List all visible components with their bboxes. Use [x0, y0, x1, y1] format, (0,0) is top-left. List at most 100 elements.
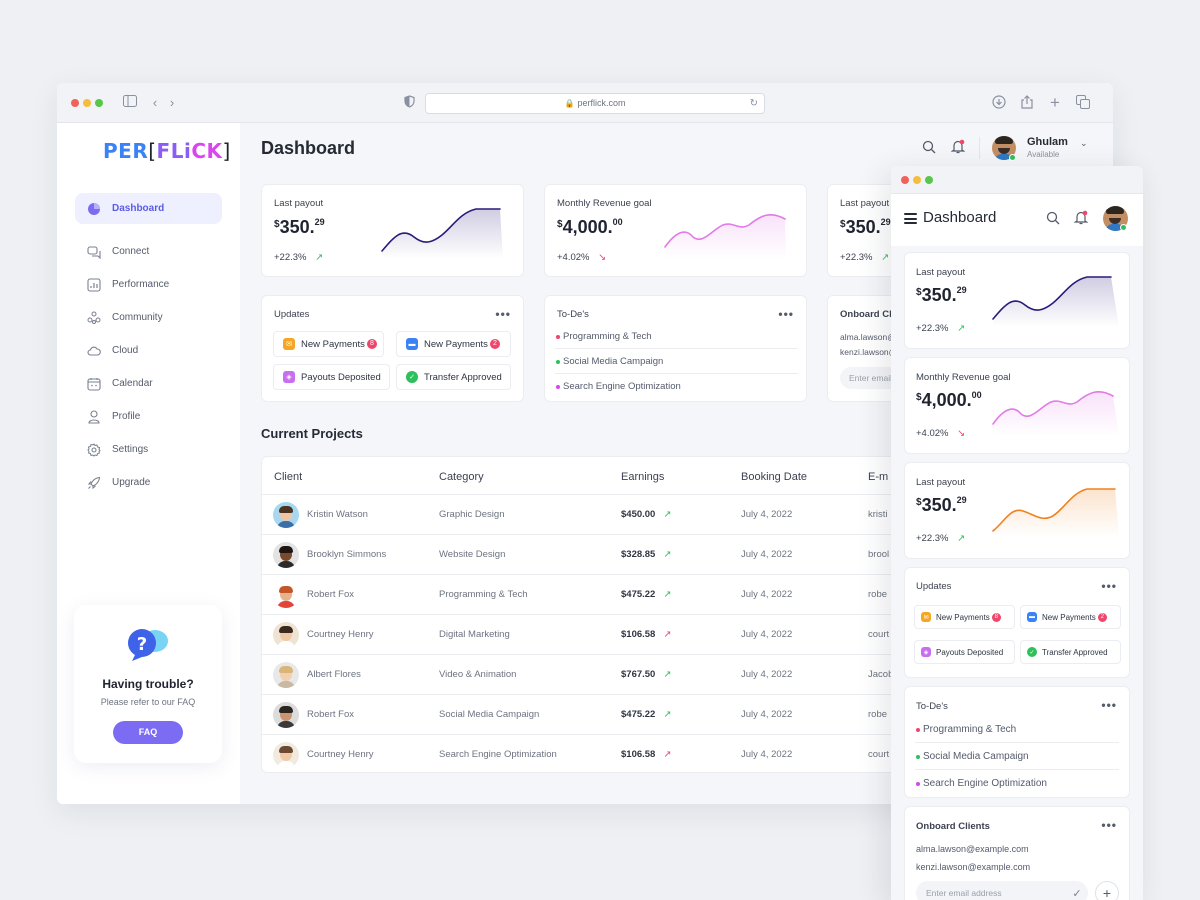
- hamburger-menu-icon[interactable]: [904, 213, 917, 224]
- minimize-window-button[interactable]: [83, 99, 91, 107]
- maximize-window-button[interactable]: [925, 176, 933, 184]
- more-options-icon[interactable]: •••: [778, 307, 794, 321]
- todo-item[interactable]: Social Media Campaign: [915, 744, 1119, 770]
- todo-item[interactable]: Programming & Tech: [915, 717, 1119, 743]
- tabs-overview-icon[interactable]: [1075, 95, 1091, 111]
- column-header-client[interactable]: Client: [274, 471, 303, 483]
- more-options-icon[interactable]: •••: [1101, 698, 1117, 712]
- new-payments-chip[interactable]: ✉ New Payments 8: [914, 605, 1015, 629]
- close-window-button[interactable]: [901, 176, 909, 184]
- client-avatar: [273, 702, 299, 728]
- new-payments-chip[interactable]: ✉ New Payments 8: [273, 331, 384, 357]
- kpi-label: Monthly Revenue goal: [916, 372, 1011, 383]
- category: Social Media Campaign: [439, 709, 540, 720]
- payouts-deposited-chip[interactable]: ◈ Payouts Deposited: [273, 364, 390, 390]
- sidebar-item-profile[interactable]: Profile: [75, 401, 222, 432]
- sidebar-toggle-icon[interactable]: [122, 95, 138, 111]
- transfer-approved-chip[interactable]: ✓ Transfer Approved: [1020, 640, 1121, 664]
- sidebar-item-cloud[interactable]: Cloud: [75, 335, 222, 366]
- sidebar-item-community[interactable]: Community: [75, 302, 222, 333]
- back-icon[interactable]: ‹: [152, 95, 158, 110]
- bell-icon[interactable]: [950, 139, 966, 159]
- table-row[interactable]: Robert Fox Programming & Tech $475.22 ↗ July…: [262, 574, 920, 614]
- confirm-check-icon[interactable]: ✓: [1072, 887, 1082, 900]
- reload-icon[interactable]: ↻: [749, 98, 758, 109]
- todo-item[interactable]: Social Media Campaign: [555, 349, 798, 374]
- table-row[interactable]: Albert Flores Video & Animation $767.50 ↗ Ju…: [262, 654, 920, 694]
- share-icon[interactable]: [1019, 95, 1035, 111]
- new-payments-chip-2[interactable]: ▬ New Payments 2: [1020, 605, 1121, 629]
- client-name: Albert Flores: [307, 669, 361, 680]
- earnings: $106.58 ↗: [621, 749, 672, 760]
- column-header-category[interactable]: Category: [439, 471, 484, 483]
- more-options-icon[interactable]: •••: [495, 307, 511, 321]
- notification-badge: 8: [991, 612, 1001, 622]
- minimize-window-button[interactable]: [913, 176, 921, 184]
- perflick-logo[interactable]: PER[FLiCK]: [103, 139, 231, 163]
- check-badge-icon: ✓: [1027, 647, 1037, 657]
- add-client-button[interactable]: +: [1095, 881, 1119, 900]
- sidebar-item-settings[interactable]: Settings: [75, 434, 222, 465]
- kpi-label: Monthly Revenue goal: [557, 198, 652, 209]
- mobile-header: Dashboard: [891, 194, 1143, 246]
- column-header-earnings[interactable]: Earnings: [621, 471, 665, 483]
- sidebar-item-label: Settings: [112, 444, 149, 455]
- help-title: Having trouble?: [102, 677, 194, 691]
- table-row[interactable]: Kristin Watson Graphic Design $450.00 ↗ July…: [262, 494, 920, 534]
- user-menu[interactable]: Ghulam Available ⌄: [992, 134, 1112, 164]
- maximize-window-button[interactable]: [95, 99, 103, 107]
- todo-item[interactable]: Search Engine Optimization: [555, 374, 798, 399]
- sidebar-item-dashboard[interactable]: Dashboard: [75, 193, 222, 224]
- search-icon[interactable]: [1046, 211, 1060, 230]
- sidebar-item-upgrade[interactable]: Upgrade: [75, 467, 222, 498]
- sidebar-item-connect[interactable]: Connect: [75, 236, 222, 267]
- forward-icon[interactable]: ›: [169, 95, 175, 110]
- shield-icon[interactable]: [401, 95, 417, 111]
- new-tab-icon[interactable]: +: [1050, 93, 1060, 112]
- transfer-approved-chip[interactable]: ✓ Transfer Approved: [396, 364, 511, 390]
- category: Programming & Tech: [439, 589, 528, 600]
- faq-button[interactable]: FAQ: [113, 721, 183, 744]
- column-header-email[interactable]: E-m: [868, 471, 889, 483]
- payouts-deposited-chip[interactable]: ◈ Payouts Deposited: [914, 640, 1015, 664]
- sidebar-item-performance[interactable]: Performance: [75, 269, 222, 300]
- mail-icon: ✉: [283, 338, 295, 350]
- search-icon[interactable]: [922, 140, 936, 159]
- more-options-icon[interactable]: •••: [1101, 579, 1117, 593]
- address-bar[interactable]: 🔒 perflick.com ↻: [425, 93, 765, 114]
- kpi-label: Last payout: [916, 477, 966, 488]
- table-row[interactable]: Courtney Henry Digital Marketing $106.58 ↗ J…: [262, 614, 920, 654]
- kpi-sparkline: [381, 208, 503, 259]
- kpi-sparkline: [992, 488, 1119, 537]
- kpi-change: +4.02% ↘: [557, 252, 607, 263]
- more-options-icon[interactable]: •••: [1101, 818, 1117, 832]
- sidebar-item-calendar[interactable]: Calendar: [75, 368, 222, 399]
- table-row[interactable]: Robert Fox Social Media Campaign $475.22 ↗ J…: [262, 694, 920, 734]
- notification-badge: 2: [1097, 612, 1107, 622]
- mobile-updates-card: Updates ••• ✉ New Payments 8 ▬ New Payments…: [904, 567, 1130, 678]
- column-header-booking-date[interactable]: Booking Date: [741, 471, 808, 483]
- kpi-value: $350.29: [916, 285, 967, 305]
- table-row[interactable]: Brooklyn Simmons Website Design $328.85 ↗ Ju…: [262, 534, 920, 574]
- todo-item[interactable]: Programming & Tech: [555, 324, 798, 349]
- client-email: kenzi.lawson@: [840, 347, 898, 357]
- rocket-icon: [87, 476, 101, 490]
- booking-date: July 4, 2022: [741, 509, 793, 520]
- close-window-button[interactable]: [71, 99, 79, 107]
- todo-item[interactable]: Search Engine Optimization: [915, 771, 1119, 797]
- table-row[interactable]: Courtney Henry Search Engine Optimization…: [262, 734, 920, 772]
- notification-badge: 8: [366, 339, 377, 349]
- new-payments-chip-2[interactable]: ▬ New Payments 2: [396, 331, 511, 357]
- bell-icon[interactable]: [1073, 210, 1089, 230]
- avatar[interactable]: [1103, 206, 1128, 231]
- client-avatar: [273, 582, 299, 608]
- booking-date: July 4, 2022: [741, 589, 793, 600]
- booking-date: July 4, 2022: [741, 549, 793, 560]
- earnings: $767.50 ↗: [621, 669, 672, 680]
- user-status: Available: [1027, 150, 1060, 159]
- download-icon[interactable]: [991, 95, 1007, 111]
- earnings: $450.00 ↗: [621, 509, 672, 520]
- user-icon: [87, 409, 101, 424]
- email-input[interactable]: Enter email address: [916, 881, 1088, 900]
- chat-bubbles-icon: [87, 245, 101, 259]
